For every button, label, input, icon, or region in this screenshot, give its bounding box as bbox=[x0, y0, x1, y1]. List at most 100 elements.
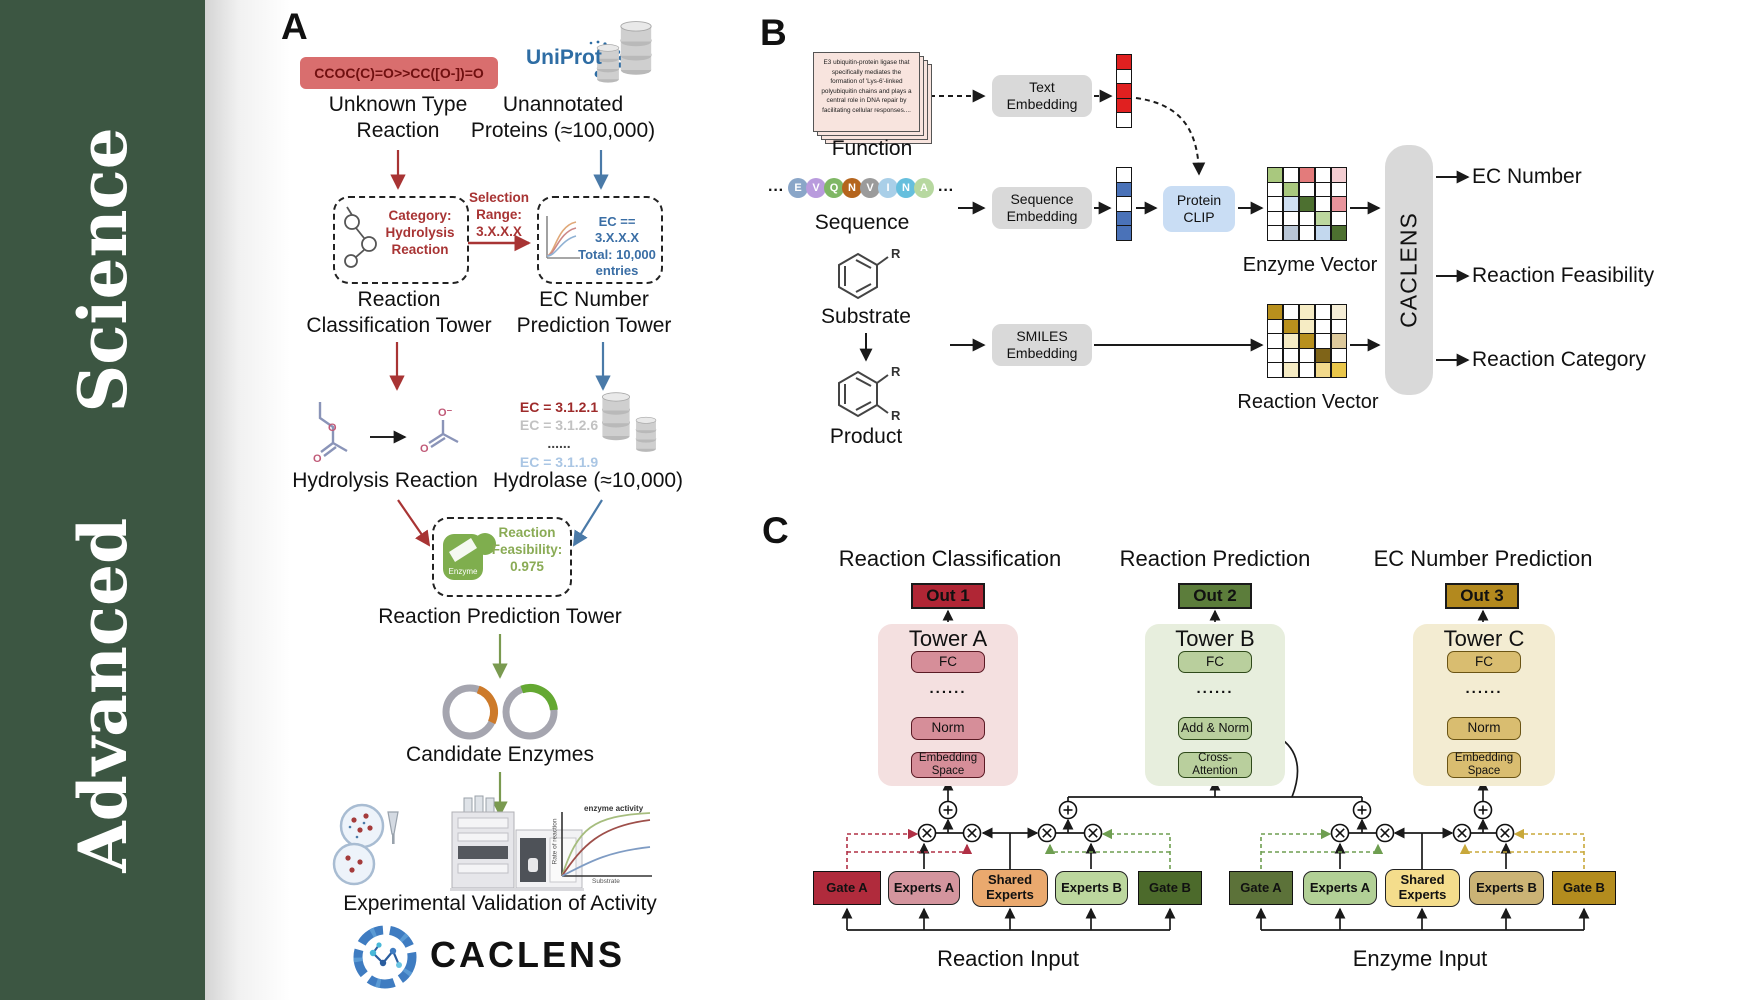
panel-a-arrows bbox=[370, 150, 611, 817]
tower-c-embedding: Embedding Space bbox=[1447, 752, 1521, 778]
ec-number-list: EC = 3.1.2.1 EC = 3.1.2.6...... EC = 3.1.1… bbox=[516, 398, 602, 471]
enzyme-icon: Enzyme bbox=[443, 533, 496, 580]
page-edge-gradient bbox=[205, 0, 290, 1000]
ester-molecule-icon: O O bbox=[313, 402, 348, 465]
gate-b-left-box: Gate B bbox=[1138, 871, 1202, 905]
svg-text:O⁻: O⁻ bbox=[438, 407, 453, 419]
text-embedding-box: Text Embedding bbox=[992, 75, 1092, 117]
list-item: EC = 3.1.2.1 bbox=[519, 399, 599, 415]
uniprot-logo: UniProt bbox=[526, 46, 602, 69]
shared-experts-right-box: Shared Experts bbox=[1385, 869, 1460, 907]
sequence-ellipsis-left: ··· bbox=[768, 182, 784, 199]
tower-b-fc: FC bbox=[1178, 651, 1252, 673]
vector-cell bbox=[1116, 112, 1133, 129]
classification-tower-label: Reaction Classification Tower bbox=[306, 288, 492, 337]
plot-annotation: enzyme activity bbox=[584, 804, 644, 813]
plot-xlabel: Substrate bbox=[592, 878, 620, 885]
smiles-reaction-box: CCOC(C)=O>>CC([O-])=O bbox=[300, 57, 498, 89]
svg-text:O: O bbox=[420, 443, 429, 455]
gate-routes bbox=[846, 828, 1585, 869]
vector-cell bbox=[1299, 225, 1316, 242]
output-ec-number: EC Number bbox=[1472, 165, 1582, 188]
tower-a-dots: ...... bbox=[929, 680, 967, 697]
text-embedding-vector bbox=[1116, 54, 1133, 129]
reaction-vector-grid bbox=[1267, 304, 1348, 379]
experts-a-right-box: Experts A bbox=[1303, 871, 1377, 905]
gate-b-right-box: Gate B bbox=[1552, 871, 1616, 905]
output-reaction-feasibility: Reaction Feasibility bbox=[1472, 264, 1655, 287]
residue-token: N bbox=[896, 178, 916, 198]
vector-cell bbox=[1315, 225, 1332, 242]
out2-box: Out 2 bbox=[1178, 583, 1252, 609]
tower-a-fc: FC bbox=[911, 651, 985, 673]
enzyme-vector-label: Enzyme Vector bbox=[1242, 254, 1378, 276]
classification-dashed-box bbox=[333, 196, 469, 284]
caclens-module-bar: CACLENS bbox=[1385, 145, 1433, 395]
tower-b-dots: ...... bbox=[1196, 680, 1234, 697]
caclens-bar-label: CACLENS bbox=[1395, 212, 1422, 328]
caclens-logo-icon bbox=[353, 925, 417, 989]
vector-cell bbox=[1299, 362, 1316, 379]
protein-clip-box: Protein CLIP bbox=[1163, 186, 1235, 232]
caclens-brand: CACLENS bbox=[430, 934, 626, 975]
hydrolysis-reaction-label: Hydrolysis Reaction bbox=[292, 469, 478, 492]
out1-box: Out 1 bbox=[911, 583, 985, 609]
residue-token: Q bbox=[824, 178, 844, 198]
experts-a-left-box: Experts A bbox=[888, 871, 960, 905]
svg-text:Enzyme: Enzyme bbox=[449, 567, 478, 576]
plasmid-icons bbox=[442, 683, 558, 740]
prediction-tower-label: Reaction Prediction Tower bbox=[378, 605, 622, 628]
tower-b-title: Tower B bbox=[1175, 626, 1255, 651]
candidate-enzymes-label: Candidate Enzymes bbox=[406, 743, 594, 766]
plot-ylabel: Rate of reaction bbox=[551, 818, 559, 865]
hydrolase-label: Hydrolase (≈10,000) bbox=[492, 469, 684, 492]
residue-token: V bbox=[806, 178, 826, 198]
unannotated-proteins-label: Unannotated Proteins (≈100,000) bbox=[470, 93, 656, 142]
residue-token: E bbox=[788, 178, 808, 198]
gate-a-right-box: Gate A bbox=[1229, 871, 1293, 905]
acetate-molecule-icon: O⁻ O bbox=[420, 407, 459, 455]
enzyme-input-label: Enzyme Input bbox=[1352, 946, 1488, 971]
product-molecule-icon: R R bbox=[838, 364, 901, 423]
experts-b-left-box: Experts B bbox=[1055, 871, 1128, 905]
sequence-embedding-box: Sequence Embedding bbox=[992, 187, 1092, 229]
tower-c-fc: FC bbox=[1447, 651, 1521, 673]
feasibility-label: Reaction Feasibility: 0.975 bbox=[491, 525, 563, 574]
vector-cell bbox=[1267, 225, 1284, 242]
database-icon bbox=[635, 416, 657, 453]
hplc-instrument-icon bbox=[450, 795, 584, 891]
tower-c-title: Tower C bbox=[1443, 626, 1525, 651]
database-icon bbox=[620, 21, 652, 76]
smiles-text: CCOC(C)=O>>CC([O-])=O bbox=[314, 65, 484, 81]
panel-c-label: C bbox=[762, 510, 789, 551]
panel-b-label: B bbox=[760, 12, 787, 53]
selection-range-label: Selection Range: 3.X.X.X bbox=[468, 190, 530, 239]
vector-cell bbox=[1315, 362, 1332, 379]
svg-text:O: O bbox=[328, 422, 337, 434]
tower-a-embedding: Embedding Space bbox=[911, 752, 985, 778]
panel-a-label: A bbox=[281, 6, 308, 47]
svg-text:R: R bbox=[891, 408, 901, 423]
vector-cell bbox=[1331, 225, 1348, 242]
ec-curves-icon bbox=[546, 216, 580, 259]
category-label: Category: Hydrolysis Reaction bbox=[385, 208, 455, 257]
col-title-reaction-prediction: Reaction Prediction bbox=[1119, 546, 1311, 571]
sequence-embedding-vector bbox=[1116, 167, 1133, 242]
function-label: Function bbox=[831, 137, 913, 160]
reaction-input-label: Reaction Input bbox=[937, 946, 1079, 971]
feasibility-dashed-box bbox=[432, 517, 572, 597]
vector-cell bbox=[1283, 362, 1300, 379]
residue-token: V bbox=[860, 178, 880, 198]
enzyme-vector-grid bbox=[1267, 167, 1348, 242]
reaction-vector-label: Reaction Vector bbox=[1237, 391, 1379, 413]
sequence-ellipsis-right: ··· bbox=[938, 182, 954, 199]
output-reaction-category: Reaction Category bbox=[1472, 348, 1646, 371]
tower-b-addnorm: Add & Norm bbox=[1178, 717, 1252, 740]
petri-dish-icon bbox=[332, 803, 399, 886]
col-title-ec-number-prediction: EC Number Prediction bbox=[1373, 546, 1593, 571]
shared-experts-left-box: Shared Experts bbox=[972, 869, 1048, 907]
molecule-scribble-icon bbox=[344, 206, 377, 268]
